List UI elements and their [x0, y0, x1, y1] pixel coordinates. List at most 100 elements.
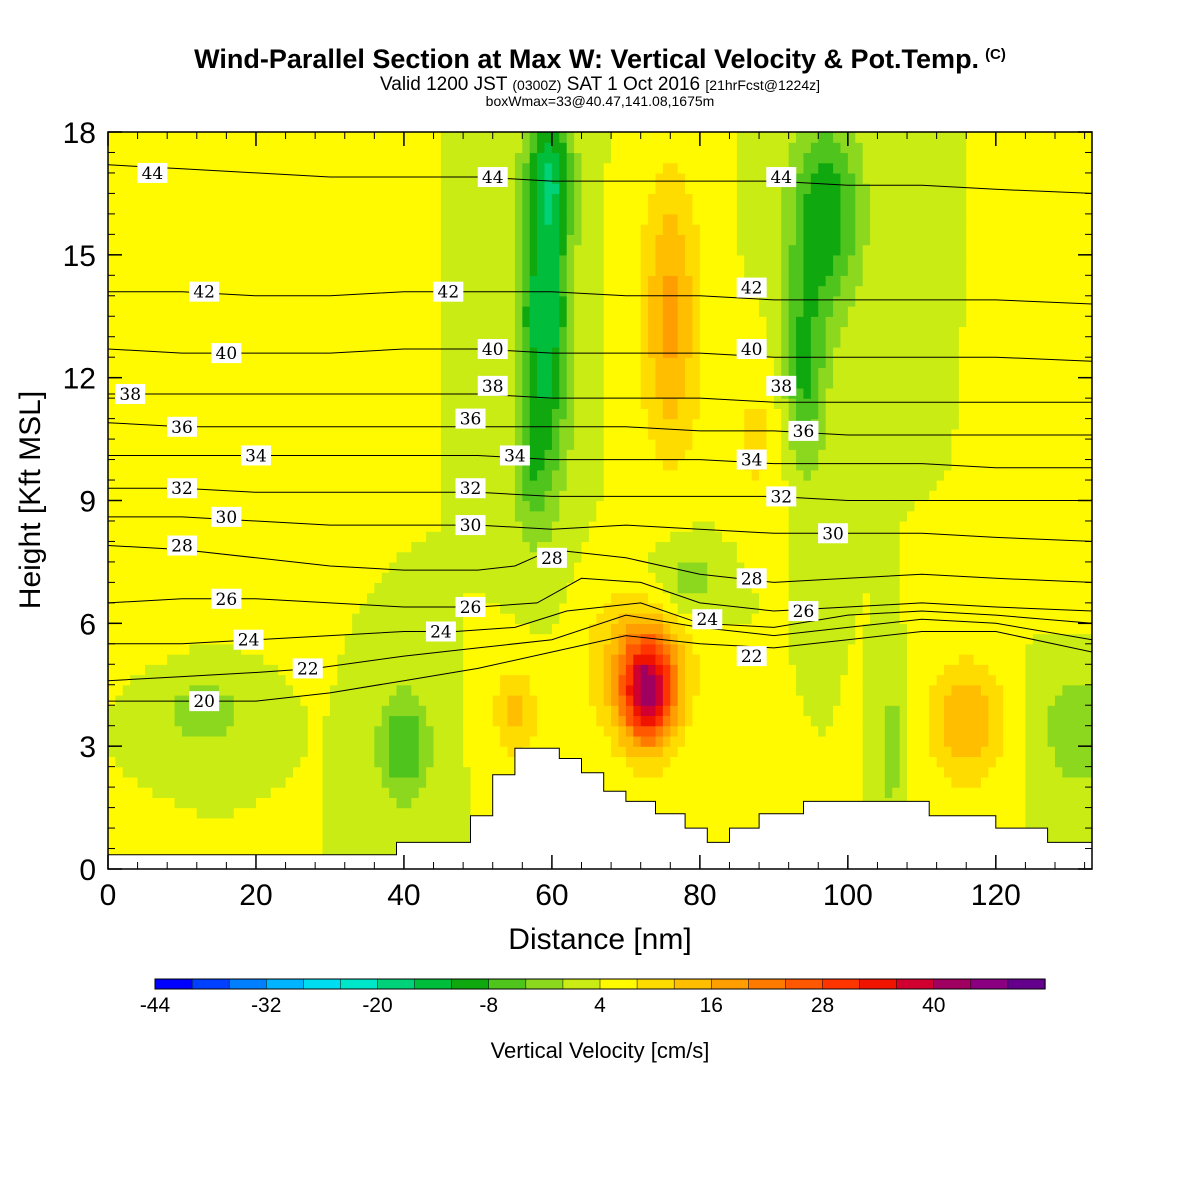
- velocity-cell: [292, 203, 301, 215]
- velocity-cell: [485, 265, 494, 276]
- velocity-cell: [233, 490, 242, 502]
- velocity-cell: [477, 295, 486, 307]
- velocity-cell: [196, 224, 205, 235]
- velocity-cell: [329, 613, 338, 624]
- velocity-cell: [374, 725, 383, 737]
- velocity-cell: [396, 725, 405, 737]
- velocity-cell: [337, 254, 346, 266]
- velocity-cell: [337, 367, 346, 379]
- velocity-cell: [270, 592, 279, 604]
- velocity-cell: [403, 715, 412, 727]
- velocity-cell: [426, 664, 435, 676]
- velocity-cell: [426, 183, 435, 195]
- velocity-cell: [196, 766, 205, 778]
- velocity-cell: [300, 224, 309, 235]
- velocity-cell: [433, 551, 442, 563]
- velocity-cell: [522, 254, 531, 266]
- velocity-cell: [396, 408, 405, 420]
- velocity-cell: [159, 582, 168, 594]
- velocity-cell: [418, 797, 427, 809]
- velocity-cell: [426, 306, 435, 317]
- velocity-cell: [366, 582, 375, 594]
- velocity-cell: [263, 428, 272, 440]
- velocity-cell: [440, 336, 449, 348]
- velocity-cell: [211, 336, 220, 348]
- velocity-cell: [307, 408, 316, 420]
- velocity-cell: [196, 244, 205, 256]
- velocity-cell: [366, 694, 375, 706]
- velocity-cell: [322, 306, 331, 317]
- velocity-cell: [588, 408, 597, 420]
- velocity-cell: [189, 459, 198, 471]
- velocity-cell: [514, 254, 523, 266]
- velocity-cell: [603, 766, 612, 778]
- velocity-cell: [537, 623, 546, 635]
- velocity-cell: [618, 664, 627, 676]
- velocity-cell: [167, 469, 176, 481]
- velocity-cell: [130, 193, 139, 205]
- velocity-cell: [241, 838, 250, 850]
- velocity-cell: [152, 224, 161, 235]
- velocity-cell: [329, 582, 338, 594]
- velocity-cell: [418, 254, 427, 266]
- velocity-cell: [233, 244, 242, 256]
- velocity-cell: [352, 602, 361, 614]
- velocity-cell: [596, 234, 605, 246]
- velocity-cell: [226, 418, 235, 430]
- velocity-cell: [226, 203, 235, 215]
- velocity-cell: [108, 152, 116, 164]
- velocity-cell: [396, 480, 405, 491]
- velocity-cell: [255, 193, 264, 205]
- velocity-cell: [204, 756, 213, 768]
- velocity-cell: [285, 807, 294, 819]
- velocity-cell: [492, 408, 501, 420]
- velocity-cell: [403, 449, 412, 461]
- velocity-cell: [285, 295, 294, 307]
- velocity-cell: [500, 766, 509, 778]
- velocity-cell: [144, 203, 153, 215]
- velocity-cell: [403, 387, 412, 399]
- velocity-cell: [255, 817, 264, 829]
- velocity-cell: [181, 142, 190, 154]
- velocity-cell: [152, 306, 161, 317]
- velocity-cell: [255, 602, 264, 614]
- velocity-cell: [463, 674, 472, 686]
- velocity-cell: [537, 418, 546, 430]
- velocity-cell: [507, 735, 516, 747]
- velocity-cell: [337, 551, 346, 563]
- velocity-cell: [300, 725, 309, 737]
- velocity-cell: [352, 531, 361, 543]
- velocity-cell: [285, 705, 294, 717]
- velocity-cell: [463, 142, 472, 154]
- velocity-cell: [115, 439, 124, 450]
- velocity-cell: [470, 654, 479, 665]
- velocity-cell: [455, 469, 464, 481]
- velocity-cell: [411, 613, 420, 624]
- velocity-cell: [418, 684, 427, 696]
- velocity-cell: [329, 807, 338, 819]
- velocity-cell: [611, 316, 620, 328]
- velocity-cell: [315, 705, 324, 717]
- velocity-cell: [433, 193, 442, 205]
- velocity-cell: [544, 602, 553, 614]
- velocity-cell: [426, 654, 435, 665]
- velocity-cell: [418, 510, 427, 522]
- velocity-cell: [492, 756, 501, 768]
- velocity-cell: [366, 613, 375, 624]
- velocity-cell: [344, 797, 353, 809]
- velocity-cell: [403, 572, 412, 583]
- velocity-cell: [603, 162, 612, 174]
- velocity-cell: [581, 132, 590, 143]
- velocity-cell: [270, 224, 279, 235]
- velocity-cell: [611, 367, 620, 379]
- velocity-cell: [359, 633, 368, 645]
- velocity-cell: [196, 674, 205, 686]
- velocity-cell: [315, 398, 324, 409]
- velocity-cell: [374, 500, 383, 512]
- velocity-cell: [300, 520, 309, 532]
- velocity-cell: [352, 480, 361, 491]
- velocity-cell: [315, 203, 324, 215]
- velocity-cell: [389, 643, 398, 655]
- velocity-cell: [366, 387, 375, 399]
- velocity-cell: [559, 469, 568, 481]
